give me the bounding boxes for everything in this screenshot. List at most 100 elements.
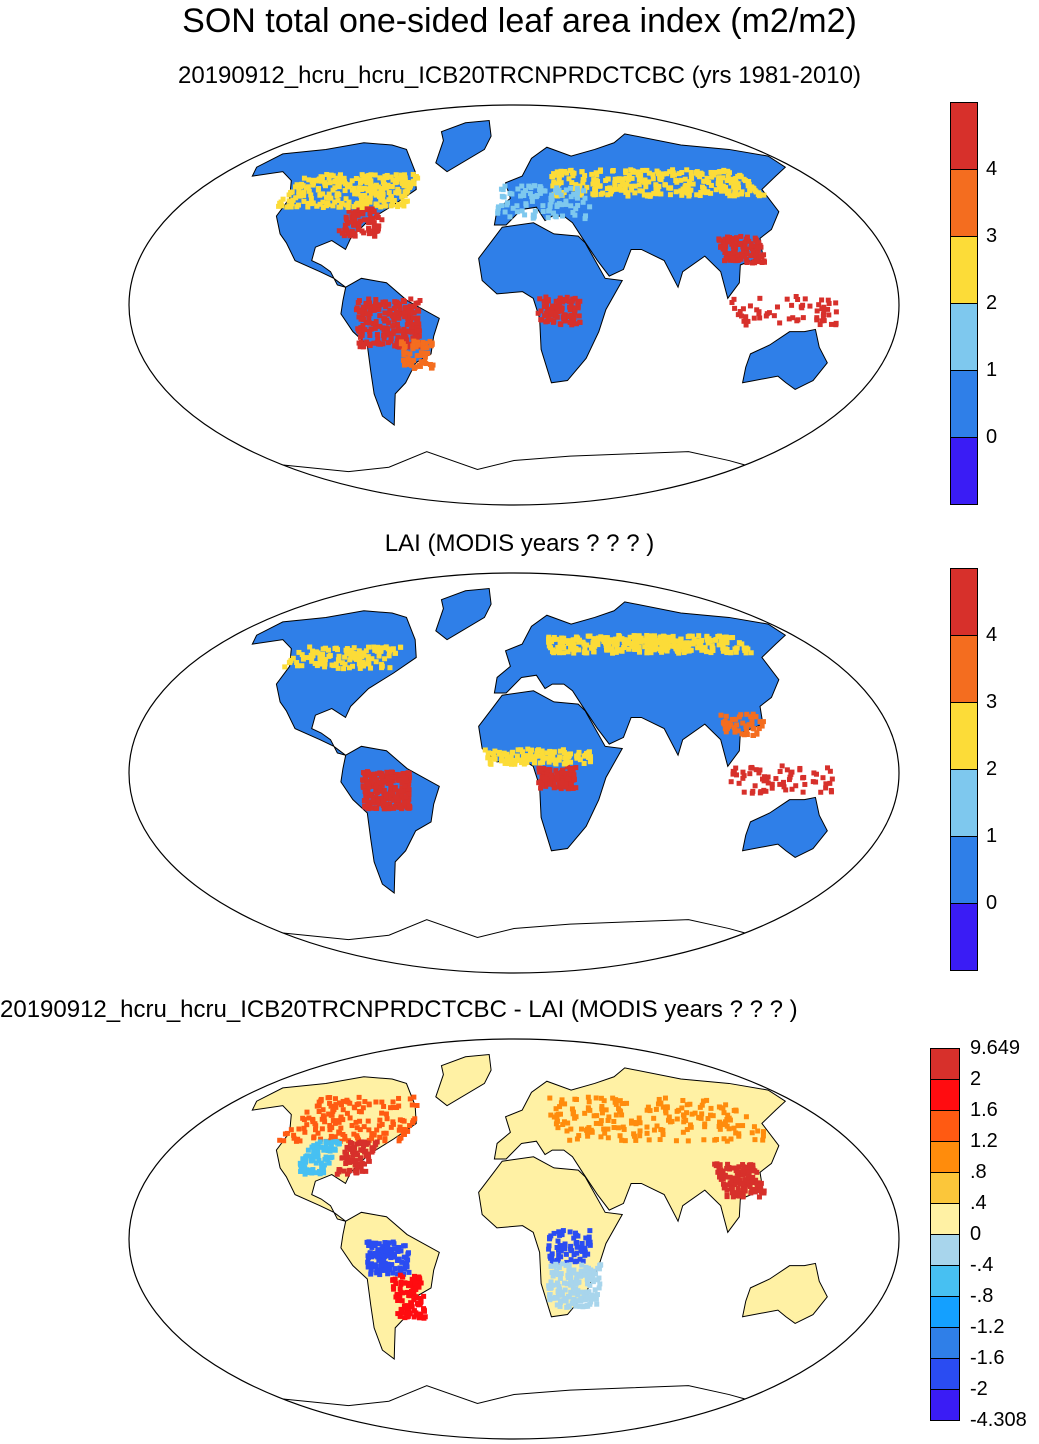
map-cell xyxy=(722,250,728,256)
map-cell xyxy=(750,248,756,254)
map-cell xyxy=(551,785,557,791)
map-cell xyxy=(686,187,692,193)
map-cell xyxy=(288,1127,294,1133)
map-cell xyxy=(321,1170,327,1176)
map-cell xyxy=(347,1146,353,1152)
map-cell xyxy=(338,1114,344,1120)
map-cell xyxy=(734,192,740,198)
map-cell xyxy=(277,1137,283,1143)
map-cell xyxy=(572,1096,578,1102)
map-cell xyxy=(380,341,386,347)
map-cell xyxy=(353,1151,359,1157)
map-cell xyxy=(507,755,513,761)
map-cell xyxy=(733,1107,739,1113)
map-cell xyxy=(341,175,347,181)
map-cell xyxy=(375,644,381,650)
map-cell xyxy=(556,181,562,187)
map-cell xyxy=(551,191,557,197)
map-cell xyxy=(368,1267,374,1273)
map-cell xyxy=(593,1120,599,1126)
map-cell xyxy=(653,186,659,192)
map-cell xyxy=(709,643,715,649)
map-cell xyxy=(632,183,638,189)
map-cell xyxy=(557,1286,563,1292)
map-cell xyxy=(408,1300,414,1306)
map-cell xyxy=(553,298,559,304)
map-cell xyxy=(373,795,379,801)
map-cell xyxy=(402,305,408,311)
map-cell xyxy=(564,760,570,766)
map-cell xyxy=(585,750,591,756)
map-cell xyxy=(396,777,402,783)
map-cell xyxy=(660,171,666,177)
map-cell xyxy=(611,1118,617,1124)
map-cell xyxy=(586,1099,592,1105)
map-cell xyxy=(428,365,434,371)
map-cell xyxy=(728,635,734,641)
map-cell xyxy=(357,344,363,350)
map-cell xyxy=(577,757,583,763)
map-cell xyxy=(347,657,353,663)
map-cell xyxy=(545,306,551,312)
map-cell xyxy=(642,637,648,643)
map-cell xyxy=(399,793,405,799)
map-cell xyxy=(367,665,373,671)
map-cell xyxy=(324,171,330,177)
map-cell xyxy=(760,1129,766,1135)
map-cell xyxy=(355,300,361,306)
map-cell xyxy=(570,209,576,215)
landmass-southAmerica xyxy=(340,1211,440,1360)
map-cell xyxy=(514,753,520,759)
map-cell xyxy=(757,295,763,301)
map-cell xyxy=(653,644,659,650)
map-cell xyxy=(740,720,746,726)
map-cell xyxy=(619,1112,625,1118)
map-cell xyxy=(335,665,341,671)
map-cell xyxy=(332,1134,338,1140)
map-cell xyxy=(636,635,642,641)
map-cell xyxy=(362,788,368,794)
map-cell xyxy=(619,648,625,654)
map-cell xyxy=(401,310,407,316)
map-cell xyxy=(363,1148,369,1154)
map-cell xyxy=(743,1114,749,1120)
map-cell xyxy=(553,636,559,642)
map-cell xyxy=(320,1107,326,1113)
map-cell xyxy=(666,1114,672,1120)
map-cell xyxy=(540,203,546,209)
map-cell xyxy=(586,1294,592,1300)
map-cell xyxy=(322,664,328,670)
map-cell xyxy=(411,310,417,316)
map-cell xyxy=(356,1101,362,1107)
map-cell xyxy=(684,167,690,173)
map-cell xyxy=(397,1294,403,1300)
map-cell xyxy=(734,645,740,651)
map-cell xyxy=(336,204,342,210)
map-cell xyxy=(412,303,418,309)
map-cell xyxy=(335,191,341,197)
map-cell xyxy=(548,317,554,323)
map-cell xyxy=(430,362,436,368)
map-cell xyxy=(387,310,393,316)
map-cell xyxy=(686,193,692,199)
map-cell xyxy=(332,199,338,205)
map-cell xyxy=(299,663,305,669)
map-cell xyxy=(703,190,709,196)
map-cell xyxy=(380,299,386,305)
colorbar-swatch xyxy=(930,1296,960,1328)
map-cell xyxy=(383,794,389,800)
map-cell xyxy=(556,176,562,182)
map-cell xyxy=(391,1254,397,1260)
map-cell xyxy=(392,1276,398,1282)
map-cell xyxy=(398,341,404,347)
map-cell xyxy=(372,189,378,195)
map-cell xyxy=(555,1272,561,1278)
map-cell xyxy=(368,1262,374,1268)
map-cell xyxy=(586,1234,592,1240)
map-cell xyxy=(296,202,302,208)
map-cell xyxy=(362,804,368,810)
map-cell xyxy=(555,192,561,198)
map-cell xyxy=(313,1160,319,1166)
map-cell xyxy=(388,174,394,180)
map-cell xyxy=(658,634,664,640)
